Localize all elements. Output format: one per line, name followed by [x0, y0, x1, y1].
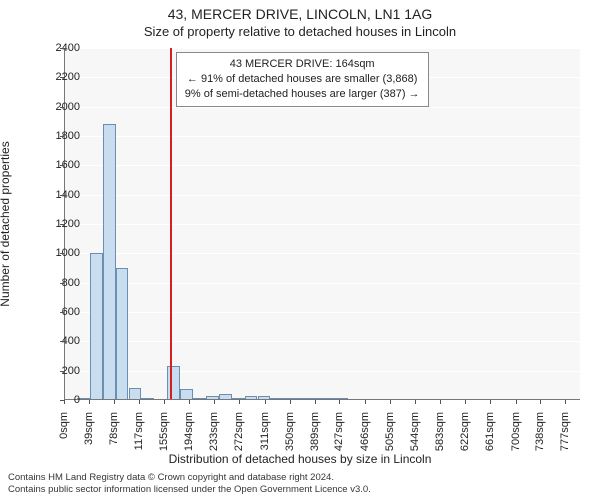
x-tick-mark	[214, 400, 215, 404]
x-tick-mark	[290, 400, 291, 404]
x-tick-mark	[339, 400, 340, 404]
gridline	[64, 312, 580, 313]
x-tick-mark	[465, 400, 466, 404]
y-tick-label: 1600	[24, 159, 80, 171]
y-tick-mark	[60, 165, 64, 166]
footer-line-2: Contains public sector information licen…	[8, 484, 592, 496]
y-tick-label: 1400	[24, 189, 80, 201]
y-tick-label: 400	[24, 335, 80, 347]
histogram-bar	[116, 268, 129, 400]
gridline	[64, 224, 580, 225]
x-tick-mark	[164, 400, 165, 404]
x-tick-mark	[239, 400, 240, 404]
x-tick-mark	[540, 400, 541, 404]
annotation-line-2: ← 91% of detached houses are smaller (3,…	[185, 72, 420, 87]
y-tick-mark	[60, 283, 64, 284]
y-tick-label: 0	[24, 394, 80, 406]
chart-footer: Contains HM Land Registry data © Crown c…	[8, 472, 592, 496]
y-tick-label: 2400	[24, 42, 80, 54]
y-tick-mark	[60, 136, 64, 137]
x-tick-mark	[490, 400, 491, 404]
y-tick-mark	[60, 195, 64, 196]
chart-subtitle: Size of property relative to detached ho…	[0, 22, 600, 39]
y-tick-mark	[60, 371, 64, 372]
x-tick-mark	[114, 400, 115, 404]
x-tick-mark	[89, 400, 90, 404]
gridline	[64, 48, 580, 49]
x-tick-mark	[516, 400, 517, 404]
y-tick-label: 2000	[24, 101, 80, 113]
y-tick-mark	[60, 77, 64, 78]
y-tick-mark	[60, 224, 64, 225]
y-tick-label: 200	[24, 365, 80, 377]
histogram-bar	[90, 253, 103, 400]
y-tick-label: 800	[24, 277, 80, 289]
gridline	[64, 341, 580, 342]
chart-title: 43, MERCER DRIVE, LINCOLN, LN1 1AG	[0, 0, 600, 22]
gridline	[64, 107, 580, 108]
x-tick-mark	[189, 400, 190, 404]
x-tick-mark	[64, 400, 65, 404]
y-tick-mark	[60, 312, 64, 313]
histogram-bar	[103, 124, 116, 400]
annotation-box: 43 MERCER DRIVE: 164sqm ← 91% of detache…	[176, 52, 429, 107]
x-tick-mark	[315, 400, 316, 404]
gridline	[64, 165, 580, 166]
x-tick-mark	[139, 400, 140, 404]
x-tick-mark	[390, 400, 391, 404]
y-tick-label: 1000	[24, 247, 80, 259]
reference-line	[170, 48, 172, 400]
y-tick-mark	[60, 107, 64, 108]
gridline	[64, 371, 580, 372]
footer-line-1: Contains HM Land Registry data © Crown c…	[8, 472, 592, 484]
y-tick-label: 600	[24, 306, 80, 318]
x-axis-line	[64, 399, 580, 400]
chart-container: 43, MERCER DRIVE, LINCOLN, LN1 1AG Size …	[0, 0, 600, 500]
gridline	[64, 136, 580, 137]
y-tick-mark	[60, 48, 64, 49]
gridline	[64, 283, 580, 284]
y-axis-label: Number of detached properties	[0, 141, 12, 306]
gridline	[64, 253, 580, 254]
x-tick-mark	[365, 400, 366, 404]
x-tick-mark	[265, 400, 266, 404]
x-tick-mark	[415, 400, 416, 404]
y-tick-mark	[60, 341, 64, 342]
y-tick-label: 2200	[24, 71, 80, 83]
y-tick-label: 1800	[24, 130, 80, 142]
gridline	[64, 400, 580, 401]
y-tick-mark	[60, 253, 64, 254]
annotation-line-3: 9% of semi-detached houses are larger (3…	[185, 87, 420, 102]
gridline	[64, 195, 580, 196]
x-tick-mark	[565, 400, 566, 404]
y-tick-label: 1200	[24, 218, 80, 230]
x-tick-mark	[440, 400, 441, 404]
annotation-line-1: 43 MERCER DRIVE: 164sqm	[185, 57, 420, 72]
x-axis-label: Distribution of detached houses by size …	[0, 452, 600, 466]
